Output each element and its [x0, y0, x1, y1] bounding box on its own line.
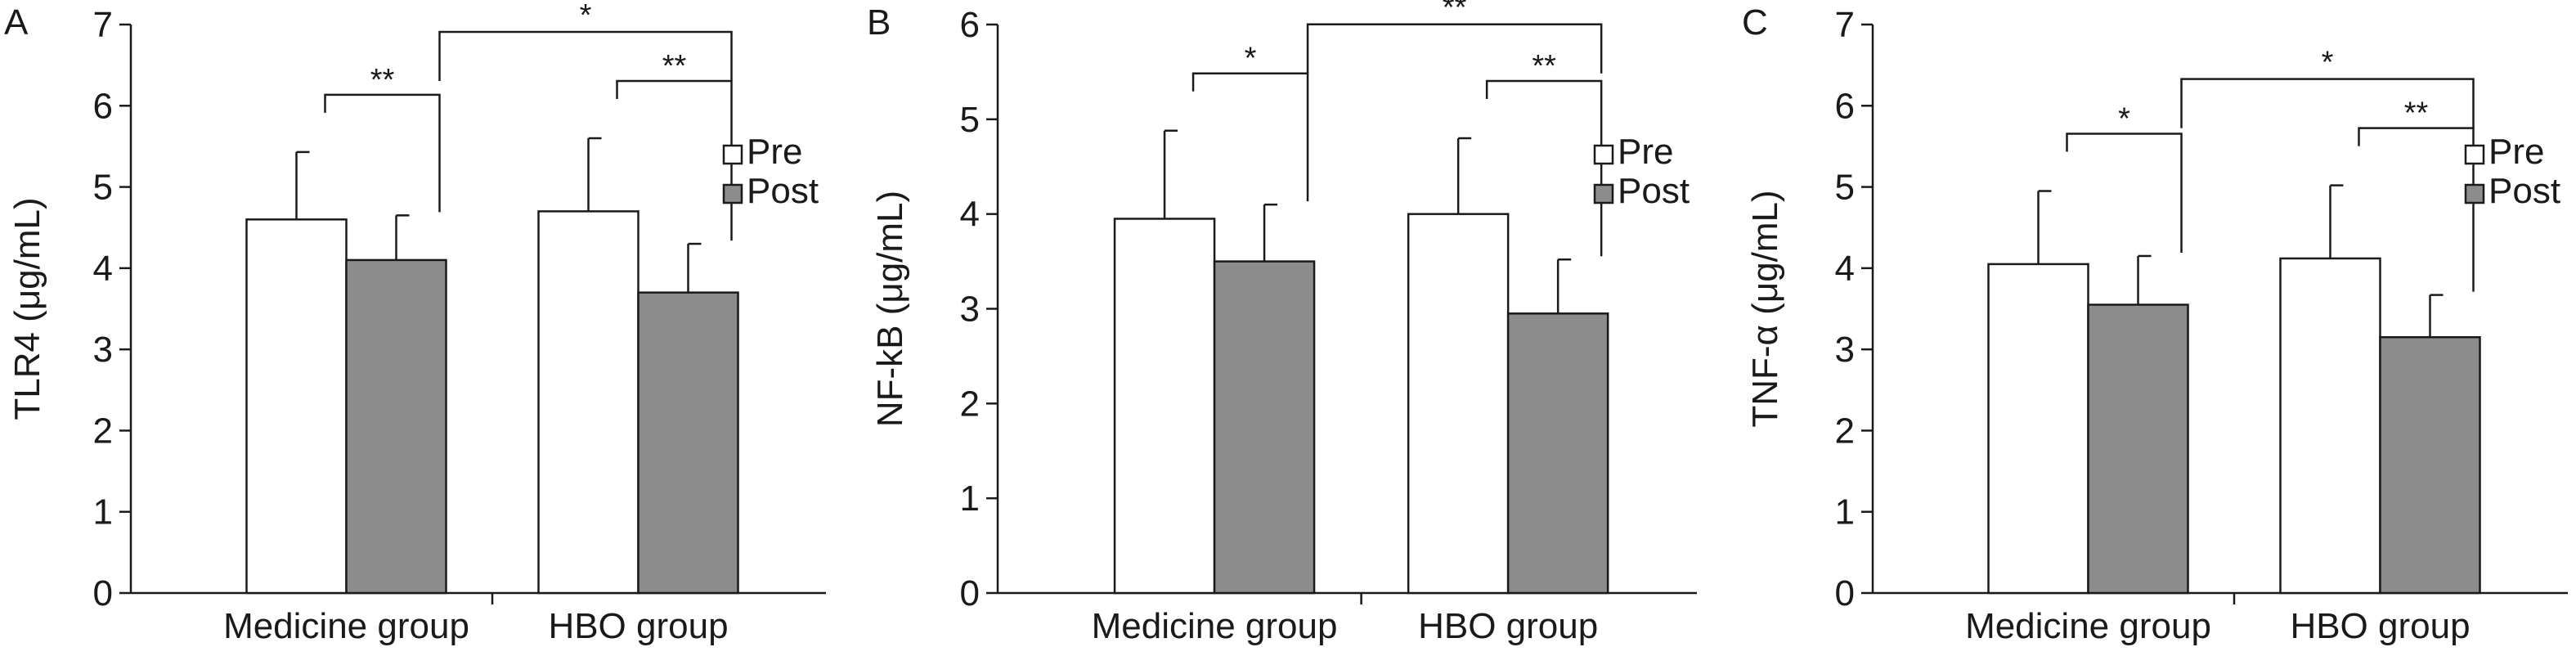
panel-label: A [4, 2, 29, 43]
significance-bracket-between [438, 30, 733, 81]
legend-swatch-pre [1593, 144, 1614, 165]
y-tick-label: 1 [93, 492, 113, 532]
y-tick-label: 1 [960, 479, 980, 519]
legend-label-post: Post [1618, 171, 1690, 211]
bar-pre [537, 210, 640, 595]
bar-pre [1113, 218, 1216, 595]
bar-post [345, 258, 447, 595]
y-tick-label: 5 [1835, 168, 1855, 208]
y-tick-label: 7 [1835, 5, 1855, 45]
legend-label-post: Post [2488, 171, 2560, 211]
y-tick-label: 0 [1835, 573, 1855, 613]
significance-bracket [1485, 79, 1603, 257]
y-tick-label: 2 [960, 384, 980, 424]
y-tick-label: 0 [93, 573, 113, 613]
legend-label-pre: Pre [747, 132, 802, 172]
significance-bracket [2358, 127, 2475, 292]
x-category-label: HBO group [1418, 606, 1598, 646]
panel-label: B [867, 2, 891, 43]
bar-post [1213, 260, 1316, 595]
y-tick-label: 2 [1835, 411, 1855, 451]
bar-post [1506, 312, 1609, 595]
y-tick-label: 6 [93, 86, 113, 126]
y-tick-label: 4 [93, 249, 113, 289]
bar-pre [1987, 263, 2089, 595]
x-category-label: HBO group [548, 606, 728, 646]
x-category-label: Medicine group [1092, 606, 1338, 646]
x-category-label: Medicine group [223, 606, 469, 646]
y-tick-label: 6 [1835, 86, 1855, 126]
panel-label: C [1742, 2, 1768, 43]
y-tick-label: 3 [960, 290, 980, 330]
significance-marker-between: * [580, 0, 592, 33]
y-axis-label: TLR4 (μg/mL) [7, 197, 47, 420]
y-tick-label: 4 [960, 195, 980, 235]
significance-marker: ** [2404, 97, 2429, 131]
chart-panel-A: A TLR4 (μg/mL) 0 1 2 3 4 5 6 7 Medicine group HBO g… [4, 0, 826, 646]
y-tick-label: 5 [960, 100, 980, 140]
significance-bracket-between [1306, 23, 1603, 74]
y-tick-label: 3 [93, 330, 113, 370]
significance-bracket-between [2180, 78, 2475, 128]
significance-marker-between: ** [1443, 0, 1467, 25]
legend-swatch-post [722, 183, 743, 204]
y-tick-label: 1 [1835, 492, 1855, 532]
y-tick-label: 7 [93, 5, 113, 45]
significance-bracket [2066, 133, 2183, 253]
bar-post [637, 291, 739, 595]
significance-bracket [1192, 72, 1309, 202]
y-tick-label: 0 [960, 573, 980, 613]
legend-swatch-pre [722, 144, 743, 165]
significance-marker: ** [1532, 49, 1556, 83]
y-tick-label: 5 [93, 168, 113, 208]
chart-panel-B: B NF-kB (μg/mL) 0 1 2 3 4 5 6 Medicine group HBO g… [867, 0, 1697, 646]
legend-swatch-post [2464, 183, 2485, 204]
significance-marker-between: * [2322, 46, 2334, 80]
x-category-label: HBO group [2290, 606, 2470, 646]
x-category-label: Medicine group [1965, 606, 2211, 646]
bar-post [2379, 336, 2481, 595]
bar-pre [2279, 257, 2381, 595]
bar-pre [1407, 213, 1510, 595]
legend-label-pre: Pre [2488, 132, 2544, 172]
significance-marker: ** [370, 63, 395, 97]
legend-label-post: Post [747, 171, 819, 211]
y-tick-label: 2 [93, 411, 113, 451]
legend-swatch-pre [2464, 144, 2485, 165]
bar-post [2087, 303, 2189, 595]
chart-panel-C: C TNF-α (μg/mL) 0 1 2 3 4 5 6 7 Medicine group HBO … [1742, 2, 2568, 646]
legend-swatch-post [1593, 183, 1614, 204]
significance-marker: * [2118, 102, 2130, 137]
y-axis-label: NF-kB (μg/mL) [870, 191, 910, 427]
significance-marker: * [1245, 42, 1257, 76]
significance-bracket [324, 93, 441, 213]
y-axis-label: TNF-α (μg/mL) [1745, 190, 1785, 427]
y-tick-label: 4 [1835, 249, 1855, 289]
significance-marker: ** [662, 49, 687, 83]
y-tick-label: 6 [960, 5, 980, 45]
legend-label-pre: Pre [1618, 132, 1673, 172]
y-tick-label: 3 [1835, 330, 1855, 370]
bar-pre [245, 218, 348, 595]
